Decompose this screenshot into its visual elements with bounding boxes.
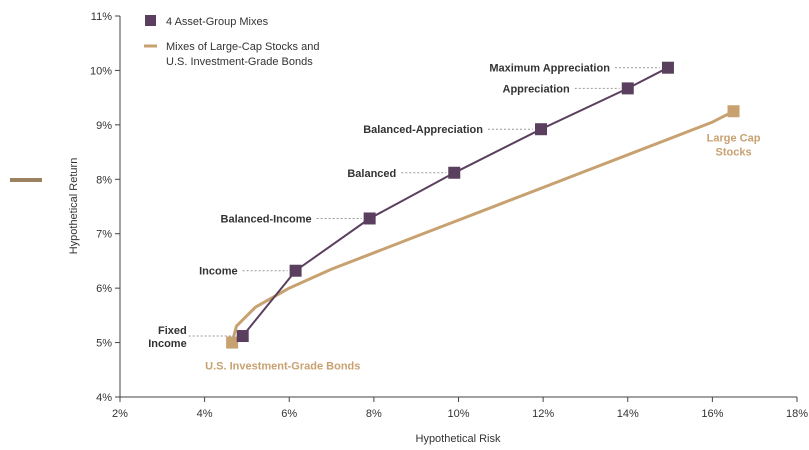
label-balanced: Balanced	[347, 168, 396, 180]
label-balanced-appreciation: Balanced-Appreciation	[363, 124, 483, 136]
y-tick-label: 11%	[91, 11, 112, 23]
marker-fixed-income	[236, 330, 249, 343]
marker-balanced	[448, 166, 461, 179]
x-tick-label: 12%	[532, 408, 554, 420]
label-maximum-appreciation: Maximum Appreciation	[489, 63, 610, 75]
marker-balanced-income	[363, 212, 376, 225]
marker-maximum-appreciation	[661, 61, 674, 74]
label-fixed-income-line: Fixed	[158, 325, 187, 337]
x-tick-label: 6%	[281, 408, 297, 420]
x-tick-label: 18%	[786, 408, 808, 420]
legend-swatch-asset-mixes	[145, 15, 156, 26]
label-appreciation: Appreciation	[503, 83, 571, 95]
stock-bond-mix-curve	[230, 109, 735, 345]
plot-area: FixedIncomeIncomeBalanced-IncomeBalanced…	[148, 61, 761, 373]
x-tick-label: 4%	[197, 408, 213, 420]
label-u-s-investment-grade-bonds: U.S. Investment-Grade Bonds	[205, 361, 360, 373]
label-fixed-income-line: Income	[148, 338, 187, 350]
x-axis-ticks: 2% 4% 6% 8% 10% 12% 14% 16% 18%	[112, 397, 808, 420]
label-income: Income	[199, 266, 238, 278]
axes	[119, 16, 797, 398]
y-tick-label: 9%	[96, 120, 112, 132]
y-axis-title: Hypothetical Return	[68, 158, 80, 255]
marker-balanced-appreciation	[535, 123, 548, 136]
x-tick-label: 10%	[447, 408, 469, 420]
y-tick-label: 7%	[96, 229, 112, 241]
y-tick-label: 10%	[90, 65, 112, 77]
endpoint-marker-large-cap-stocks	[727, 105, 740, 118]
x-tick-label: 16%	[701, 408, 723, 420]
x-tick-label: 14%	[617, 408, 639, 420]
y-tick-label: 5%	[96, 338, 112, 350]
legend: 4 Asset-Group Mixes Mixes of Large-Cap S…	[144, 15, 319, 68]
y-tick-label: 6%	[96, 283, 112, 295]
large-cap-stocks-label-line: Stocks	[715, 146, 751, 158]
label-large-cap-stocks: Large Cap Stocks	[707, 132, 761, 158]
legend-label-asset-mixes: 4 Asset-Group Mixes	[166, 16, 269, 28]
marker-appreciation	[621, 82, 634, 95]
asset-group-mix-line	[241, 66, 669, 337]
y-axis-ticks: 4% 5% 6% 7% 8% 9% 10% 11%	[90, 11, 120, 404]
legend-label-stock-bond-mixes-line2: U.S. Investment-Grade Bonds	[166, 56, 313, 68]
large-cap-stocks-label-line: Large Cap	[707, 132, 761, 144]
x-axis-title: Hypothetical Risk	[416, 433, 501, 445]
x-tick-label: 8%	[366, 408, 382, 420]
y-tick-label: 4%	[96, 392, 112, 404]
x-tick-label: 2%	[112, 408, 128, 420]
marker-income	[289, 264, 302, 277]
endpoint-marker-u-s-investment-grade-bonds	[226, 336, 239, 349]
y-tick-label: 8%	[96, 174, 112, 186]
label-balanced-income: Balanced-Income	[221, 213, 312, 225]
legend-label-stock-bond-mixes-line1: Mixes of Large-Cap Stocks and	[166, 41, 319, 53]
